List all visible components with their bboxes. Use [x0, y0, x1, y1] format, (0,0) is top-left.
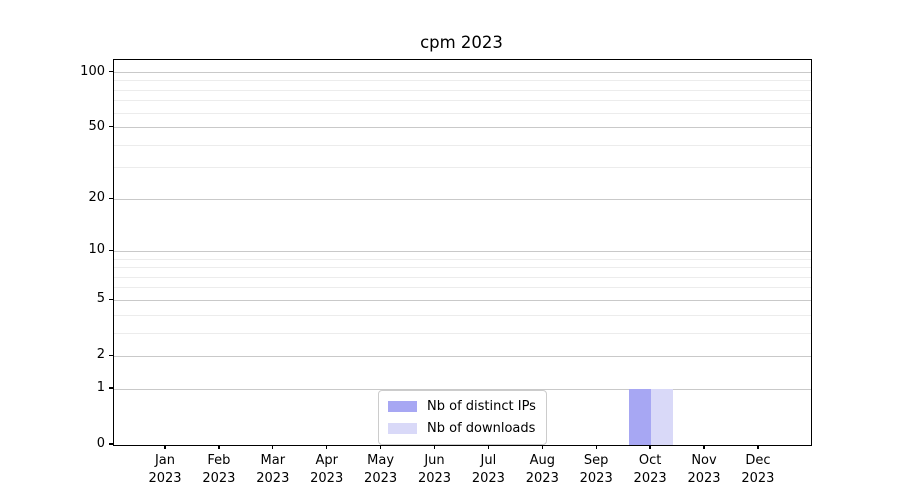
y-tick-mark: [108, 249, 113, 252]
x-tick-label: Jun 2023: [417, 453, 452, 486]
bar-downloads: [651, 389, 673, 445]
x-tick-label: Nov 2023: [687, 453, 721, 486]
y-tick-label: 10: [88, 242, 105, 258]
x-tick-mark: [649, 444, 651, 449]
x-axis-tick-labels: Jan 2023 Feb 2023 Mar 2023 Apr 2023 May 2023…: [113, 452, 810, 492]
x-tick-label: Dec 2023: [741, 453, 775, 486]
plot-area: Nb of distinct IPs Nb of downloads: [113, 59, 812, 446]
minor-gridline: [114, 144, 811, 146]
x-tick-mark: [164, 444, 166, 449]
y-tick-label: 50: [88, 118, 105, 134]
x-tick-label: Sep 2023: [579, 453, 613, 486]
x-axis-tick-marks: [113, 444, 810, 450]
major-gridline: [114, 355, 811, 357]
y-tick-label: 20: [88, 190, 105, 206]
major-gridline: [114, 198, 811, 200]
legend: Nb of distinct IPs Nb of downloads: [378, 390, 547, 445]
minor-gridline: [114, 314, 811, 316]
major-gridline: [114, 250, 811, 252]
legend-item: Nb of distinct IPs: [388, 397, 536, 416]
x-tick-mark: [757, 444, 759, 449]
y-tick-label: 2: [96, 347, 105, 363]
x-tick-mark: [703, 444, 705, 449]
x-tick-label: Apr 2023: [310, 453, 344, 486]
y-tick-mark: [108, 298, 113, 301]
x-tick-mark: [487, 444, 490, 449]
legend-item: Nb of downloads: [388, 419, 536, 438]
y-tick-mark: [108, 70, 113, 73]
x-tick-label: Jul 2023: [471, 453, 505, 486]
y-axis-tick-labels: 0 1 2 5 10 20 50 100: [0, 59, 105, 451]
major-gridline: [114, 388, 811, 390]
major-gridline: [114, 299, 811, 301]
x-tick-label: Jan 2023: [148, 453, 182, 486]
legend-swatch-distinct-ips: [388, 401, 417, 412]
minor-gridline: [114, 258, 811, 260]
x-tick-mark: [218, 444, 220, 449]
minor-gridline: [114, 276, 811, 278]
minor-gridline: [114, 332, 811, 334]
x-tick-mark: [595, 444, 597, 449]
y-tick-mark: [108, 197, 113, 199]
legend-label: Nb of distinct IPs: [427, 399, 536, 414]
minor-gridline: [114, 100, 811, 102]
legend-swatch-downloads: [388, 423, 417, 434]
y-axis-tick-marks: [108, 59, 113, 445]
y-tick-mark: [108, 354, 113, 356]
minor-gridline: [114, 89, 811, 91]
x-tick-mark: [433, 444, 436, 449]
x-tick-mark: [379, 444, 382, 449]
minor-gridline: [114, 80, 811, 82]
y-tick-label: 100: [80, 63, 105, 79]
major-gridline: [114, 127, 811, 129]
minor-gridline: [114, 112, 811, 114]
y-tick-label: 1: [96, 380, 105, 396]
x-tick-label: May 2023: [364, 453, 398, 486]
x-tick-label: Feb 2023: [202, 453, 236, 486]
x-tick-mark: [326, 444, 328, 449]
y-tick-label: 0: [96, 436, 105, 451]
y-tick-mark: [108, 387, 113, 389]
x-tick-label: Aug 2023: [525, 453, 559, 486]
y-tick-mark: [108, 126, 113, 128]
x-tick-mark: [541, 444, 543, 449]
x-tick-label: Mar 2023: [256, 453, 290, 486]
minor-gridline: [114, 287, 811, 289]
y-tick-mark: [108, 443, 113, 445]
major-gridline: [114, 72, 811, 74]
x-tick-label: Oct 2023: [633, 453, 667, 486]
bar-distinct-ips: [629, 389, 652, 445]
x-tick-mark: [272, 444, 274, 449]
minor-gridline: [114, 167, 811, 169]
legend-label: Nb of downloads: [427, 421, 536, 436]
y-tick-label: 5: [96, 291, 105, 307]
chart-title: cpm 2023: [420, 33, 503, 52]
minor-gridline: [114, 267, 811, 269]
